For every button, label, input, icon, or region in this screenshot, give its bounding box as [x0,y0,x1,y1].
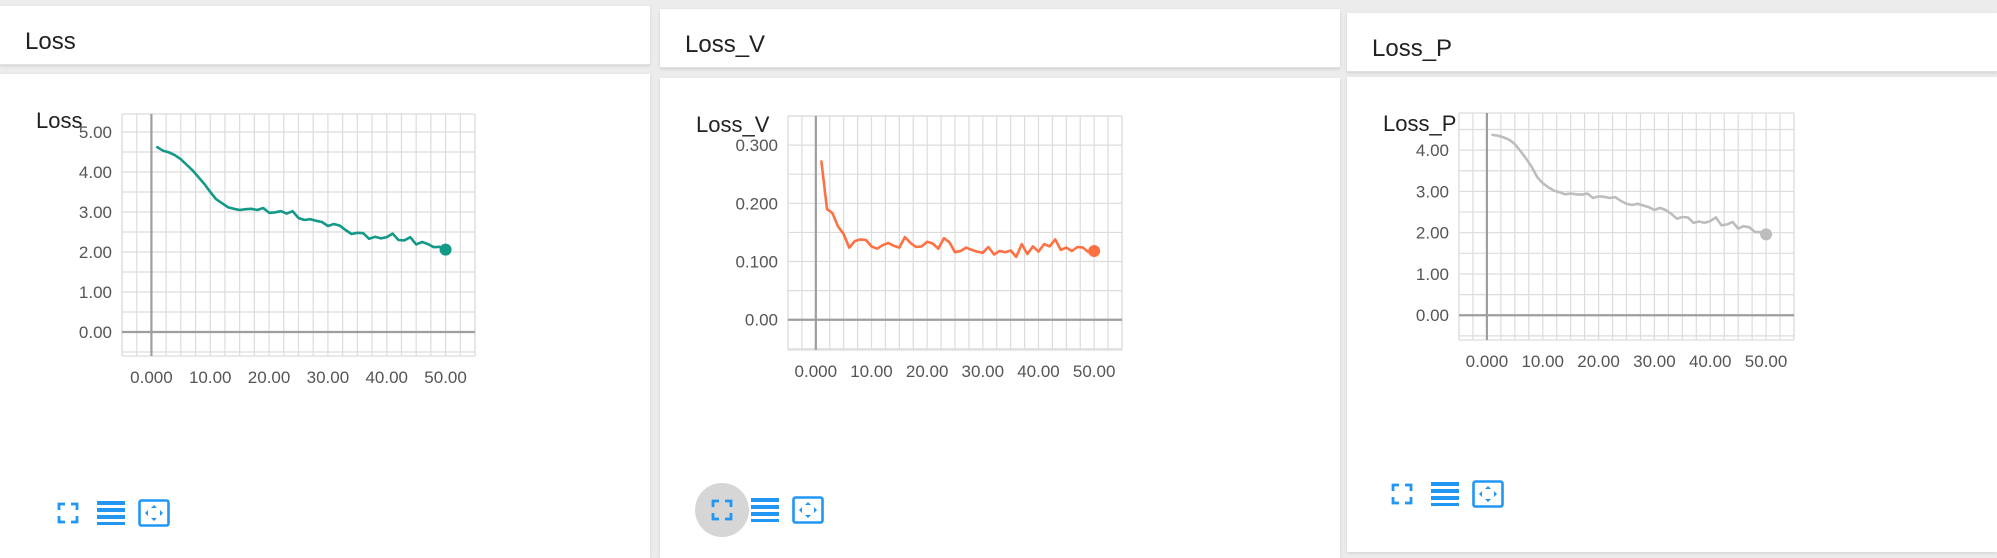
line-chart[interactable]: 0.00 0.100 0.200 0.300 0.000 10.00 20.00 30.00 4… [660,78,1340,558]
chart-card: Loss_V 0.00 0.100 0.200 0.300 0.000 10.00 20.0… [660,78,1340,558]
chart-card: Loss_P 0.00 1.00 2.00 3.00 4.00 0.000 10.00 20.… [1347,77,1997,552]
y-tick-label: 3.00 [1416,182,1449,201]
x-tick-label: 50.00 [1073,362,1116,381]
list-button[interactable] [91,493,131,533]
y-tick-label: 0.00 [79,323,112,342]
line-chart[interactable]: 0.00 1.00 2.00 3.00 4.00 5.00 0.000 10.00 20.00 3… [0,74,650,558]
fit-domain-icon [1472,480,1504,508]
fullscreen-button[interactable] [1382,474,1422,514]
series-last-point[interactable] [439,243,452,256]
x-tick-label: 50.00 [1745,352,1788,371]
fit-domain-button[interactable] [788,490,828,530]
x-tick-label: 30.00 [307,368,350,387]
y-tick-label: 3.00 [79,203,112,222]
x-tick-label: 40.00 [1689,352,1732,371]
y-tick-label: 4.00 [79,163,112,182]
x-tick-label: 30.00 [962,362,1005,381]
y-tick-label: 0.200 [735,194,778,213]
panel-header[interactable]: Loss_P [1347,13,1997,72]
series-last-point[interactable] [1760,228,1773,241]
list-icon [1430,481,1460,507]
fullscreen-icon [710,498,734,522]
x-tick-label: 10.00 [850,362,893,381]
fit-domain-icon [792,496,824,524]
series-last-point[interactable] [1088,245,1101,258]
x-tick-label: 20.00 [1577,352,1620,371]
chart-card: Loss 0.00 1.00 2.00 3.00 4.00 5.00 0.000 10.00 2… [0,74,650,558]
list-button[interactable] [745,490,785,530]
y-tick-label: 2.00 [1416,224,1449,243]
panel-loss-p: Loss_P Loss_P 0.00 1.00 2.00 3.00 4.00 0.000 1… [1347,0,1997,558]
y-tick-label: 5.00 [79,123,112,142]
x-tick-label: 40.00 [1017,362,1060,381]
x-tick-label: 20.00 [248,368,291,387]
y-tick-label: 1.00 [79,283,112,302]
x-tick-label: 50.00 [424,368,467,387]
chart-title: Loss_V [696,112,770,137]
list-button[interactable] [1425,474,1465,514]
y-tick-label: 0.300 [735,136,778,155]
x-tick-label: 0.000 [795,362,838,381]
line-chart[interactable]: 0.00 1.00 2.00 3.00 4.00 0.000 10.00 20.00 30.00… [1347,77,1997,552]
fullscreen-icon [1390,482,1414,506]
fit-domain-button[interactable] [1468,474,1508,514]
y-tick-label: 1.00 [1416,265,1449,284]
chart-title: Loss [36,108,83,133]
list-icon [750,497,780,523]
y-tick-label: 4.00 [1416,141,1449,160]
y-tick-label: 0.00 [745,311,778,330]
x-tick-label: 0.000 [1466,352,1509,371]
fit-domain-button[interactable] [134,493,174,533]
y-tick-label: 0.00 [1416,306,1449,325]
panel-loss-v: Loss_V Loss_V 0.00 0.100 0.200 0.300 0.000 10… [660,0,1340,558]
panel-loss: Loss Loss 0.00 1.00 2.00 3.00 4.00 5.00 0.000 1… [0,0,650,558]
series-line [1491,133,1768,236]
x-tick-label: 10.00 [1521,352,1564,371]
x-tick-label: 30.00 [1633,352,1676,371]
chart-title: Loss_P [1383,111,1457,136]
panel-header-title: Loss_V [685,31,766,58]
panel-header-title: Loss_P [1372,35,1453,62]
y-tick-label: 2.00 [79,243,112,262]
panel-header[interactable]: Loss [0,6,650,65]
fullscreen-button[interactable] [695,483,749,537]
panel-header-title: Loss [25,28,76,55]
panel-header[interactable]: Loss_V [660,9,1340,68]
list-icon [96,500,126,526]
x-tick-label: 20.00 [906,362,949,381]
fullscreen-icon [56,501,80,525]
series-line [820,160,1096,259]
fullscreen-button[interactable] [48,493,88,533]
x-tick-label: 40.00 [365,368,408,387]
x-tick-label: 10.00 [189,368,232,387]
series-line [156,145,447,251]
x-tick-label: 0.000 [130,368,173,387]
y-tick-label: 0.100 [735,253,778,272]
fit-domain-icon [138,499,170,527]
